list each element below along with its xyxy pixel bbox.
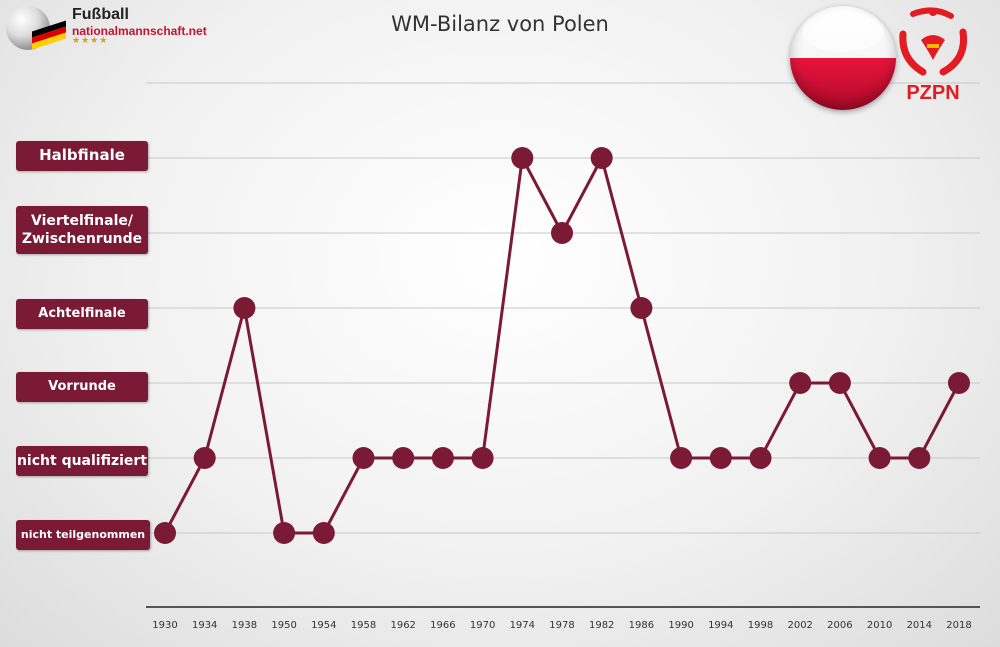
x-tick-label: 1994: [708, 620, 733, 631]
x-tick-label: 2002: [787, 620, 812, 631]
pzpn-wordmark: PZPN: [906, 82, 960, 104]
logo-text-line2: nationalmannschaft.net: [72, 24, 207, 38]
logo-stars: ★★★★: [72, 36, 109, 46]
category-label: Achtelfinale: [16, 299, 148, 329]
data-point: [749, 447, 772, 469]
data-point: [273, 522, 296, 544]
data-point: [471, 447, 494, 469]
data-point: [868, 447, 891, 469]
category-label: nicht teilgenommen: [16, 520, 150, 550]
x-tick-label: 2010: [867, 620, 892, 631]
data-point: [828, 372, 851, 394]
polish-flag-icon: [790, 6, 896, 110]
data-point: [233, 297, 256, 319]
x-tick-label: 1950: [271, 620, 296, 631]
data-point: [352, 447, 375, 469]
x-tick-label: 2006: [827, 620, 852, 631]
data-point: [154, 522, 176, 544]
x-tick-label: 1974: [510, 620, 535, 631]
x-tick-label: 1958: [351, 620, 376, 631]
logo-text-line1: Fußball: [72, 6, 129, 23]
x-tick-label: 2014: [907, 620, 932, 631]
data-point: [908, 447, 931, 469]
data-point: [709, 447, 732, 469]
data-point: [670, 447, 693, 469]
data-point: [590, 147, 613, 169]
chart-title: WM-Bilanz von Polen: [391, 12, 609, 36]
x-tick-label: 1982: [589, 620, 614, 631]
x-tick-label: 1962: [390, 620, 415, 631]
x-tick-label: 1986: [629, 620, 654, 631]
category-label: Vorrunde: [16, 372, 148, 402]
series-line: [163, 153, 961, 535]
data-point: [948, 372, 970, 394]
data-point: [551, 222, 573, 244]
x-tick-labels: 1930 1934 1938 1950 1954 1958 1962 1966 1970 1974…: [152, 620, 971, 631]
site-logo[interactable]: Fußball nationalmannschaft.net ★★★★: [4, 4, 214, 54]
pzpn-logo: PZPN: [893, 4, 973, 108]
x-tick-label: 1966: [430, 620, 455, 631]
data-point: [392, 447, 415, 469]
data-points: [154, 147, 970, 544]
data-point: [789, 372, 812, 394]
x-tick-label: 1930: [152, 620, 177, 631]
x-tick-label: 1990: [668, 620, 693, 631]
data-point: [431, 447, 454, 469]
pzpn-emblem-icon: [899, 7, 968, 76]
x-tick-label: 1970: [470, 620, 495, 631]
x-tick-label: 1938: [232, 620, 257, 631]
x-tick-label: 1978: [549, 620, 574, 631]
x-tick-label: 1954: [311, 620, 336, 631]
category-label: nicht qualifiziert: [16, 446, 148, 476]
x-tick-label: 1934: [192, 620, 217, 631]
data-point: [511, 147, 534, 169]
data-point: [193, 447, 216, 469]
data-point: [312, 522, 335, 544]
x-tick-label: 2018: [946, 620, 971, 631]
category-label: Halbfinale: [16, 141, 148, 171]
data-point: [630, 297, 653, 319]
x-tick-label: 1998: [748, 620, 773, 631]
category-label: Viertelfinale/ Zwischenrunde: [16, 206, 148, 254]
